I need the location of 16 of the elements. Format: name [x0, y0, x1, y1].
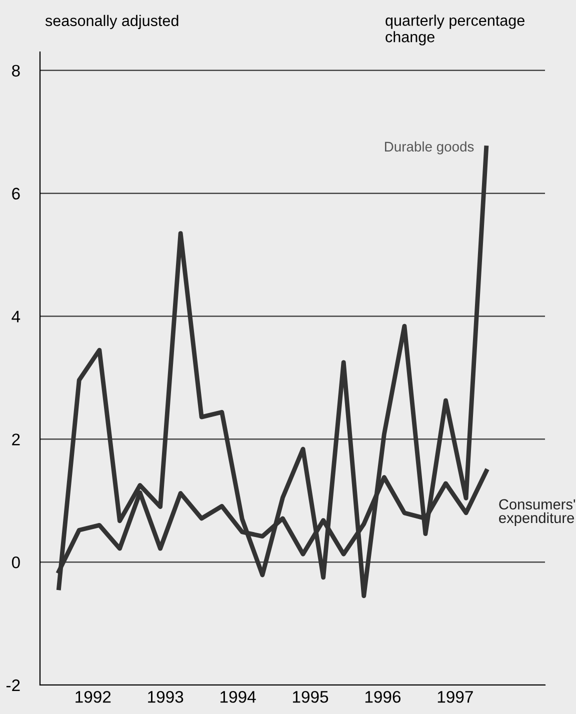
x-tick-label: 1997: [438, 690, 473, 703]
x-tick-label: 1993: [148, 690, 184, 703]
y-tick-label: 2: [12, 434, 20, 446]
y-tick-label: 8: [12, 64, 20, 77]
y-tick-label: 4: [12, 310, 20, 322]
y-tick-label: 6: [12, 188, 20, 200]
chart-title: seasonally adjusted: [45, 14, 178, 30]
x-tick-label: 1992: [76, 690, 111, 703]
x-tick-label: 1994: [220, 690, 256, 703]
series-label: Consumers' expenditure: [499, 499, 576, 526]
x-tick-label: 1995: [292, 690, 328, 703]
y-axis-title: quarterly percentage change: [386, 14, 524, 46]
y-tick-label: -2: [6, 679, 20, 692]
x-tick-label: 1996: [365, 690, 401, 703]
series-label: Durable goods: [385, 141, 474, 154]
y-tick-label: 0: [12, 556, 20, 568]
